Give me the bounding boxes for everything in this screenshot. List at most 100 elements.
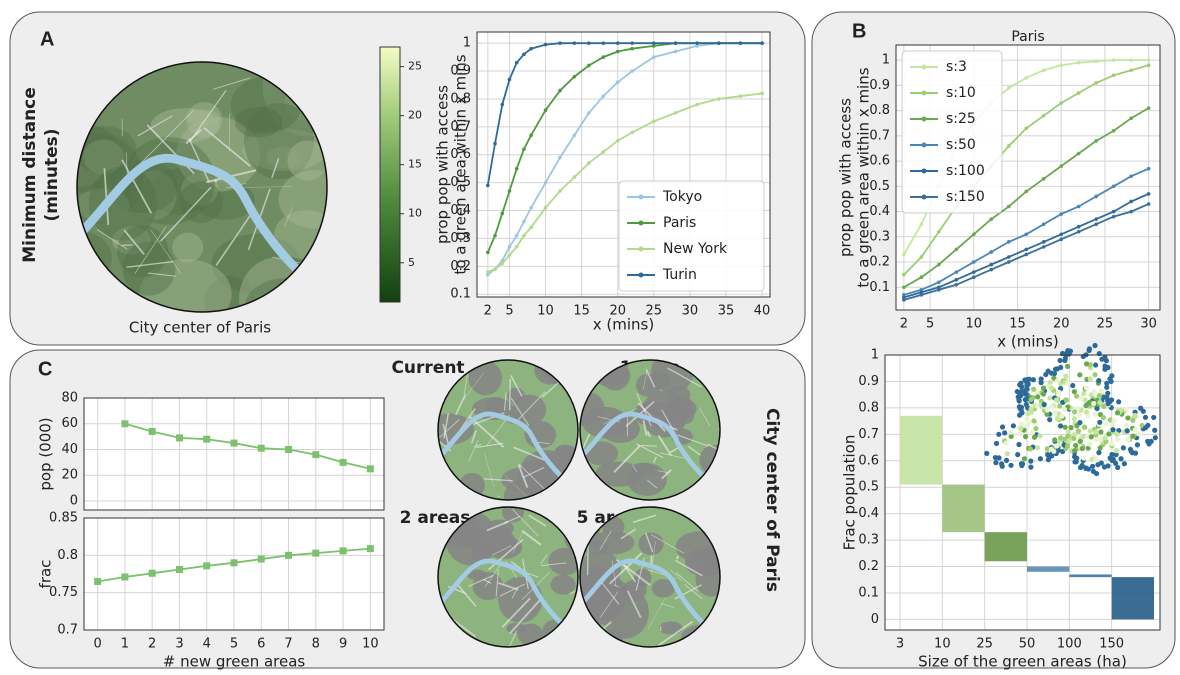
marker xyxy=(1147,202,1151,206)
legend-label: s:10 xyxy=(946,85,976,101)
inset-dot xyxy=(1047,417,1052,422)
legend-label: Turin xyxy=(662,267,697,283)
marker xyxy=(1007,86,1011,90)
y-axis-label: Frac population xyxy=(841,435,859,551)
inset-dot xyxy=(1138,406,1143,411)
bar xyxy=(900,416,942,485)
marker xyxy=(508,78,512,82)
legend-label: s:25 xyxy=(946,111,976,127)
inset-dot xyxy=(1083,466,1088,471)
marker xyxy=(1077,225,1081,229)
y-tick-label: 0.1 xyxy=(858,585,879,600)
marker xyxy=(1059,164,1063,168)
x-tick-label: 3 xyxy=(175,637,183,652)
map-patch xyxy=(186,102,222,138)
inset-dot xyxy=(1072,416,1077,421)
inset-dot xyxy=(1045,408,1050,413)
marker xyxy=(760,41,764,45)
inset-dot xyxy=(1094,471,1099,476)
map-title: 2 areas xyxy=(400,508,471,528)
marker xyxy=(573,175,577,179)
map-title: Current xyxy=(391,358,464,378)
marker xyxy=(508,253,512,257)
inset-dot xyxy=(993,455,998,460)
inset-dot xyxy=(984,451,989,456)
marker xyxy=(1129,200,1133,204)
inset-dot xyxy=(1110,427,1115,432)
marker xyxy=(1077,230,1081,234)
legend-label: New York xyxy=(663,241,728,257)
marker xyxy=(652,119,656,123)
marker xyxy=(1112,73,1116,77)
legend-label: Tokyo xyxy=(662,189,702,205)
x-tick-label: 50 xyxy=(1019,637,1036,652)
x-tick-label: 5 xyxy=(230,637,238,652)
inset-dot xyxy=(1088,428,1093,433)
marker xyxy=(231,440,238,447)
marker xyxy=(121,573,128,580)
marker xyxy=(340,547,347,554)
colorbar-tick-label: 15 xyxy=(408,158,422,171)
inset-dot xyxy=(1151,415,1156,420)
marker xyxy=(149,428,156,435)
marker xyxy=(340,459,347,466)
marker xyxy=(587,41,591,45)
y-axis-label: prop pop with access xyxy=(837,98,855,257)
map-patch xyxy=(659,621,683,634)
y-tick-label: 1 xyxy=(882,53,890,68)
inset-dot xyxy=(1038,456,1043,461)
inset-dot xyxy=(1084,386,1089,391)
x-tick-label: 15 xyxy=(1009,317,1026,332)
x-tick-label: 8 xyxy=(312,637,320,652)
inset-dot xyxy=(1028,459,1033,464)
inset-dot xyxy=(1055,366,1060,371)
inset-dot xyxy=(1125,428,1130,433)
marker xyxy=(937,280,941,284)
inset-dot xyxy=(1081,455,1086,460)
inset-dot xyxy=(1088,376,1093,381)
marker xyxy=(544,206,548,210)
marker xyxy=(558,89,562,93)
inset-dot xyxy=(1146,441,1151,446)
panel-label: A xyxy=(40,28,54,50)
inset-dot xyxy=(1092,343,1097,348)
marker xyxy=(920,275,924,279)
x-tick-label: 5 xyxy=(926,317,934,332)
marker xyxy=(544,108,548,112)
y-tick-label: 0.7 xyxy=(858,427,879,442)
inset-dot xyxy=(1099,357,1104,362)
marker xyxy=(515,234,519,238)
marker xyxy=(176,566,183,573)
y-tick-label: 0.9 xyxy=(858,374,879,389)
marker xyxy=(493,267,497,271)
inset-dot xyxy=(1114,432,1119,437)
bar xyxy=(1112,577,1154,619)
inset-dot xyxy=(1026,420,1031,425)
x-tick-label: 30 xyxy=(1140,317,1157,332)
inset-dot xyxy=(1016,442,1021,447)
marker xyxy=(258,556,265,563)
marker xyxy=(1059,101,1063,105)
marker xyxy=(601,94,605,98)
inset-dot xyxy=(1065,434,1070,439)
marker xyxy=(989,263,993,267)
marker xyxy=(558,41,562,45)
y-tick-label: 0.8 xyxy=(57,548,78,563)
inset-dot xyxy=(1082,425,1087,430)
map-caption: City center of Paris xyxy=(762,408,782,592)
x-tick-label: 3 xyxy=(896,637,904,652)
inset-dot xyxy=(1035,394,1040,399)
inset-dot xyxy=(1106,431,1111,436)
inset-dot xyxy=(1052,437,1057,442)
inset-dot xyxy=(1029,410,1034,415)
marker xyxy=(1094,60,1098,64)
marker xyxy=(717,41,721,45)
inset-dot xyxy=(1024,379,1029,384)
marker xyxy=(1059,63,1063,67)
inset-dot xyxy=(1098,445,1103,450)
marker xyxy=(1024,232,1028,236)
inset-dot xyxy=(1087,441,1092,446)
y-axis-label: frac xyxy=(37,560,55,589)
marker xyxy=(1077,152,1081,156)
colorbar-label: Minimum distance xyxy=(20,87,40,263)
